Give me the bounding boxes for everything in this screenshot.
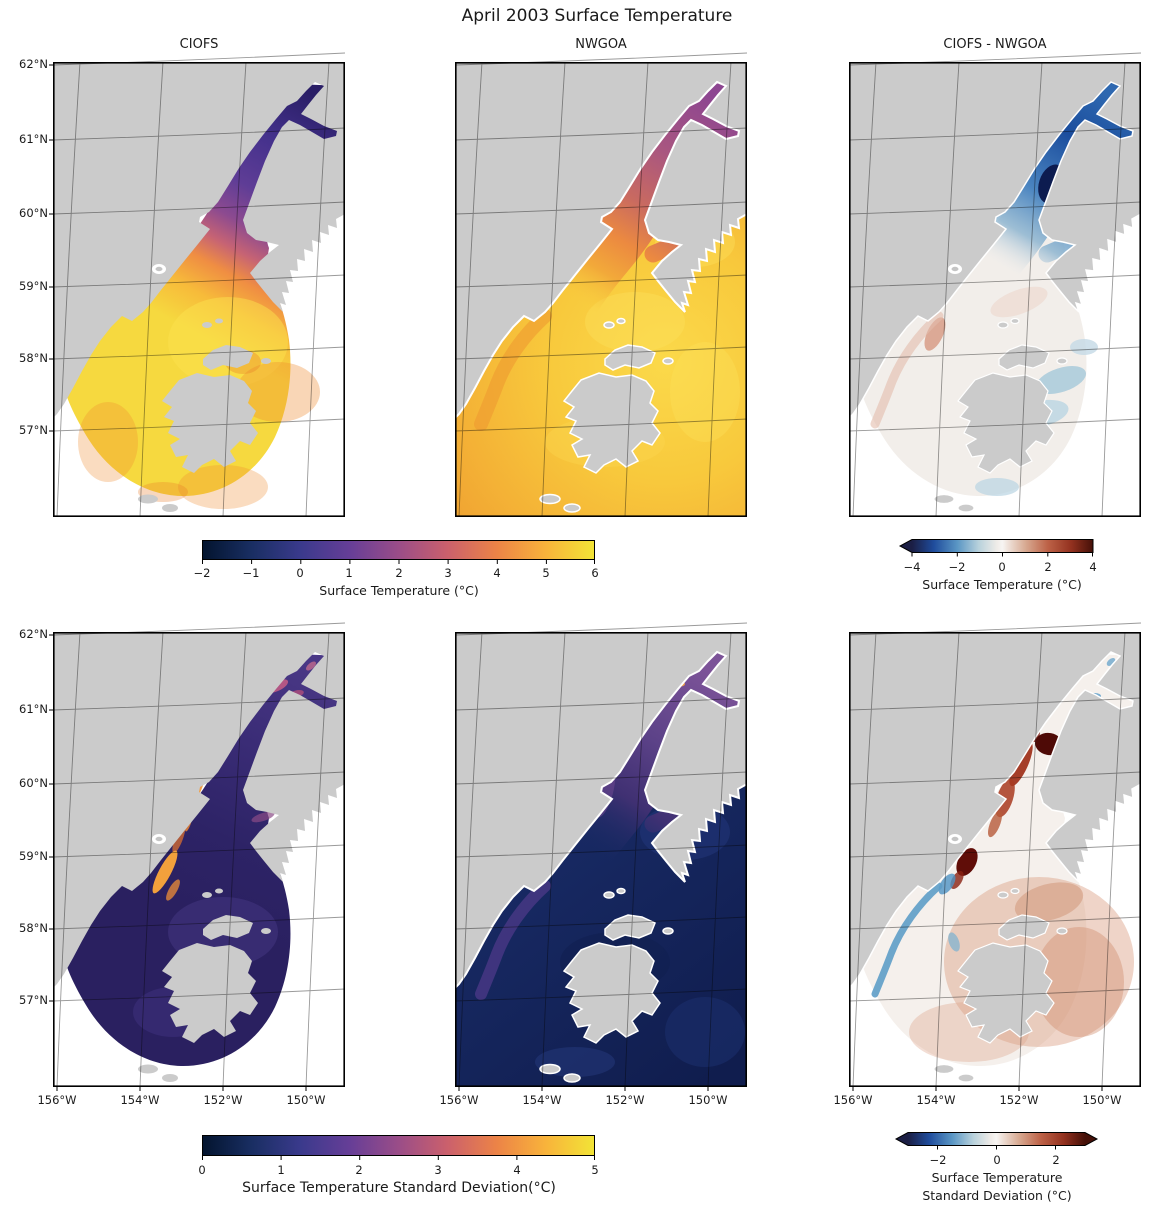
- lon-label: 156°W: [833, 1093, 873, 1107]
- cb-tick: 0: [296, 566, 304, 580]
- colorbar-ticks: [911, 552, 1093, 557]
- colorbar-std: [202, 1135, 595, 1160]
- small-island: [948, 264, 962, 274]
- panel-title-diff: CIOFS - NWGOA: [943, 37, 1047, 52]
- cb-tick: 0: [998, 560, 1006, 574]
- lon-label: 156°W: [439, 1093, 479, 1107]
- map-panel-sst-difference: [848, 52, 1141, 518]
- lon-label: 150°W: [286, 1093, 326, 1107]
- lat-label: 61°N: [19, 702, 48, 716]
- lat-ticks: [49, 634, 53, 1002]
- colorbar-label-std: Surface Temperature Standard Deviation(°…: [242, 1180, 556, 1196]
- cb-tick: −2: [193, 566, 211, 580]
- cb-tick: 4: [513, 1163, 521, 1177]
- cb-tick: 2: [395, 566, 403, 580]
- lat-label: 58°N: [19, 351, 48, 365]
- lon-ticks: [852, 1087, 1103, 1091]
- panel-border: [849, 62, 1141, 517]
- cb-tick: 2: [1052, 1153, 1060, 1167]
- lon-ticks: [56, 1087, 307, 1091]
- lat-label: 57°N: [19, 423, 48, 437]
- lat-label: 57°N: [19, 993, 48, 1007]
- lat-label: 62°N: [19, 627, 48, 641]
- cb-tick: 2: [355, 1163, 363, 1177]
- lon-label: 150°W: [1082, 1093, 1122, 1107]
- panel-border: [53, 632, 345, 1087]
- map-panel-std-difference: [848, 622, 1142, 1091]
- cb-tick: 0: [198, 1163, 206, 1177]
- colorbar-extend-min-arrow: [896, 1132, 908, 1146]
- lon-label: 154°W: [522, 1093, 562, 1107]
- colorbar-label-sst: Surface Temperature (°C): [319, 583, 479, 598]
- cb-tick: 4: [493, 566, 501, 580]
- cb-tick: 6: [591, 566, 599, 580]
- colorbar-ticks: [202, 560, 595, 564]
- lat-label: 58°N: [19, 921, 48, 935]
- lat-label: 59°N: [19, 849, 48, 863]
- map-panel-ciofs-std: [49, 622, 346, 1091]
- lon-label: 154°W: [916, 1093, 956, 1107]
- lon-ticks: [458, 1087, 709, 1091]
- lat-label: 62°N: [19, 57, 48, 71]
- lon-label: 152°W: [605, 1093, 645, 1107]
- map-panel-ciofs-sst: [49, 52, 346, 518]
- colorbar-ticks: [937, 1145, 1056, 1150]
- cb-tick: −1: [242, 566, 260, 580]
- lon-label: 150°W: [688, 1093, 728, 1107]
- cb-tick: −4: [903, 560, 921, 574]
- lon-label: 152°W: [203, 1093, 243, 1107]
- colorbar-label-std-diff-line1: Surface Temperature: [931, 1170, 1063, 1185]
- figure-title: April 2003 Surface Temperature: [461, 6, 733, 26]
- panel-border: [455, 62, 747, 517]
- small-island: [948, 834, 962, 844]
- cb-tick: 1: [277, 1163, 285, 1177]
- cb-tick: 4: [1089, 560, 1097, 574]
- lon-label: 154°W: [120, 1093, 160, 1107]
- panel-title-ciofs: CIOFS: [179, 37, 219, 52]
- cb-tick: −2: [948, 560, 966, 574]
- colorbar-sst-diff: [898, 539, 1094, 557]
- cb-tick: 2: [1044, 560, 1052, 574]
- lat-label: 61°N: [19, 132, 48, 146]
- cb-tick: 5: [542, 566, 550, 580]
- map-panel-nwgoa-std: [454, 622, 747, 1091]
- panel-border: [849, 632, 1141, 1087]
- cb-tick: −2: [929, 1153, 947, 1167]
- cb-tick: 3: [434, 1163, 442, 1177]
- colorbar-sst: [202, 540, 595, 564]
- panel-border: [53, 62, 345, 517]
- lat-ticks: [49, 64, 53, 432]
- small-island: [152, 264, 166, 274]
- small-island: [152, 834, 166, 844]
- lat-label: 60°N: [19, 776, 48, 790]
- colorbar-label-sst-diff: Surface Temperature (°C): [922, 577, 1082, 592]
- panel-border: [455, 632, 747, 1087]
- lon-label: 156°W: [37, 1093, 77, 1107]
- cb-tick: 5: [591, 1163, 599, 1177]
- colorbar-extend-min-arrow: [900, 539, 912, 553]
- colorbar-ticks: [202, 1156, 595, 1160]
- colorbar-extend-max-arrow: [1085, 1132, 1097, 1146]
- colorbar-label-std-diff-line2: Standard Deviation (°C): [922, 1188, 1072, 1203]
- cb-tick: 1: [345, 566, 353, 580]
- lon-label: 152°W: [999, 1093, 1039, 1107]
- lat-label: 60°N: [19, 206, 48, 220]
- map-panel-nwgoa-sst: [454, 52, 747, 518]
- colorbar-std-diff: [894, 1132, 1099, 1150]
- lat-label: 59°N: [19, 279, 48, 293]
- cb-tick: 0: [993, 1153, 1001, 1167]
- panel-title-nwgoa: NWGOA: [575, 37, 627, 52]
- cb-tick: 3: [444, 566, 452, 580]
